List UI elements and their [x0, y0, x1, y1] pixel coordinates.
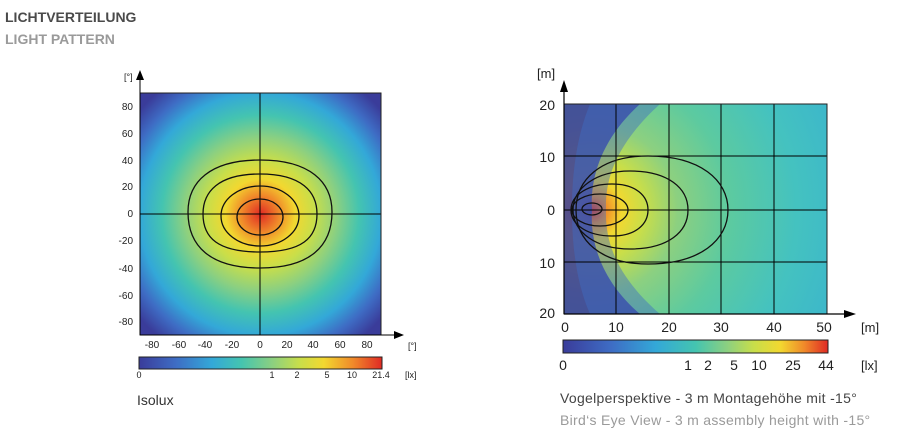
isolux-x-tick: -80 [145, 340, 160, 351]
isolux-x-arrow [394, 331, 404, 339]
birds-eye-axes [563, 86, 848, 315]
birds-eye-x-ticks: 0 10 20 30 40 50 [561, 319, 832, 335]
birds-eye-scale-label: 25 [785, 357, 801, 373]
isolux-isolines [187, 159, 333, 269]
birds-eye-scale-label: 10 [751, 357, 767, 373]
birds-eye-x-arrow [844, 310, 856, 318]
isolux-y-tick: -60 [119, 291, 134, 302]
birds-eye-scale-label: 2 [704, 357, 712, 373]
birds-eye-y-tick: 0 [547, 202, 555, 218]
birds-eye-y-tick: 20 [539, 305, 555, 321]
isolux-chart: [°] [°] 80 60 40 20 0 -20 -40 -60 -80 -8… [119, 70, 417, 380]
isolux-ylabel: [°] [124, 72, 133, 82]
isolux-scale-label: 0 [136, 370, 141, 380]
isolux-x-ticks: -80 -60 -40 -20 0 20 40 60 80 [145, 340, 373, 351]
isolux-y-tick: -40 [119, 264, 134, 275]
isoline-10lx [571, 193, 629, 227]
birds-eye-grid [564, 104, 827, 314]
birds-eye-x-tick: 10 [608, 319, 624, 335]
isoline-5lx [220, 185, 300, 247]
isolux-x-tick: 80 [361, 340, 373, 351]
isolux-y-tick: 60 [122, 129, 134, 140]
birds-eye-y-ticks: 20 10 0 10 20 [539, 97, 555, 321]
birds-eye-chart: [m] [m] 20 10 0 10 20 0 10 20 30 40 50 0… [537, 66, 879, 373]
isolux-x-tick: 0 [257, 340, 263, 351]
isoline-1lx [575, 155, 729, 265]
birds-eye-x-tick: 40 [766, 319, 782, 335]
birds-eye-y-arrow [560, 80, 568, 92]
isolux-scale-labels: 0 1 2 5 10 21.4 [136, 370, 389, 380]
isolux-x-tick: -40 [198, 340, 213, 351]
isoline-25lx [581, 202, 603, 216]
birds-eye-caption-en: Bird‘s Eye View - 3 m assembly height wi… [560, 412, 871, 428]
isoline-5lx [570, 183, 649, 237]
title-en: LIGHT PATTERN [5, 31, 115, 47]
birds-eye-scale-label: 0 [559, 357, 567, 373]
birds-eye-scale-labels: 0 1 2 5 10 25 44 [559, 357, 834, 373]
isolux-scale-label: 1 [269, 370, 274, 380]
isolux-scale-label: 5 [324, 370, 329, 380]
birds-eye-scale-label: 5 [730, 357, 738, 373]
isolux-y-ticks: 80 60 40 20 0 -20 -40 -60 -80 [119, 102, 134, 328]
title-de: LICHTVERTEILUNG [5, 9, 137, 25]
isolux-grid [140, 93, 381, 335]
isolux-y-tick: -80 [119, 317, 134, 328]
isolux-y-tick: -20 [119, 236, 134, 247]
isolux-y-tick: 80 [122, 102, 134, 113]
birds-eye-scale-label: 1 [684, 357, 692, 373]
isolux-x-tick: 40 [307, 340, 319, 351]
isolux-x-tick: -60 [172, 340, 187, 351]
birds-eye-x-tick: 20 [661, 319, 677, 335]
isoline-2lx [572, 170, 689, 250]
isoline-10lx [236, 198, 284, 236]
isolux-y-arrow [136, 70, 144, 80]
birds-eye-color-scale [562, 339, 829, 354]
isolux-scale-label: 10 [347, 370, 357, 380]
isolux-caption: Isolux [137, 392, 174, 408]
isolux-x-tick: -20 [225, 340, 240, 351]
isolux-scale-label: 21.4 [372, 370, 390, 380]
birds-eye-isolines [570, 155, 729, 265]
isolux-xlabel: [°] [408, 341, 417, 351]
isolux-scale-label: 2 [294, 370, 299, 380]
isolux-y-tick: 40 [122, 156, 134, 167]
isolux-color-scale [138, 356, 383, 370]
isolux-y-tick: 20 [122, 182, 134, 193]
birds-eye-y-tick: 10 [539, 255, 555, 271]
isoline-1lx [187, 159, 333, 269]
birds-eye-scale-unit: [lx] [861, 358, 878, 373]
isolux-y-tick: 0 [127, 209, 133, 220]
birds-eye-x-tick: 0 [561, 319, 569, 335]
isolux-axes [139, 76, 398, 336]
isoline-2lx [202, 173, 318, 253]
birds-eye-scale-label: 44 [818, 357, 834, 373]
birds-eye-xlabel: [m] [861, 320, 879, 335]
birds-eye-x-tick: 50 [816, 319, 832, 335]
birds-eye-x-tick: 30 [713, 319, 729, 335]
birds-eye-y-tick: 20 [539, 97, 555, 113]
birds-eye-ylabel: [m] [537, 66, 555, 81]
isolux-x-tick: 20 [281, 340, 293, 351]
isolux-x-tick: 60 [334, 340, 346, 351]
birds-eye-y-tick: 10 [539, 149, 555, 165]
isolux-scale-unit: [lx] [405, 370, 417, 380]
birds-eye-caption-de: Vogelperspektive - 3 m Montagehöhe mit -… [560, 390, 858, 406]
